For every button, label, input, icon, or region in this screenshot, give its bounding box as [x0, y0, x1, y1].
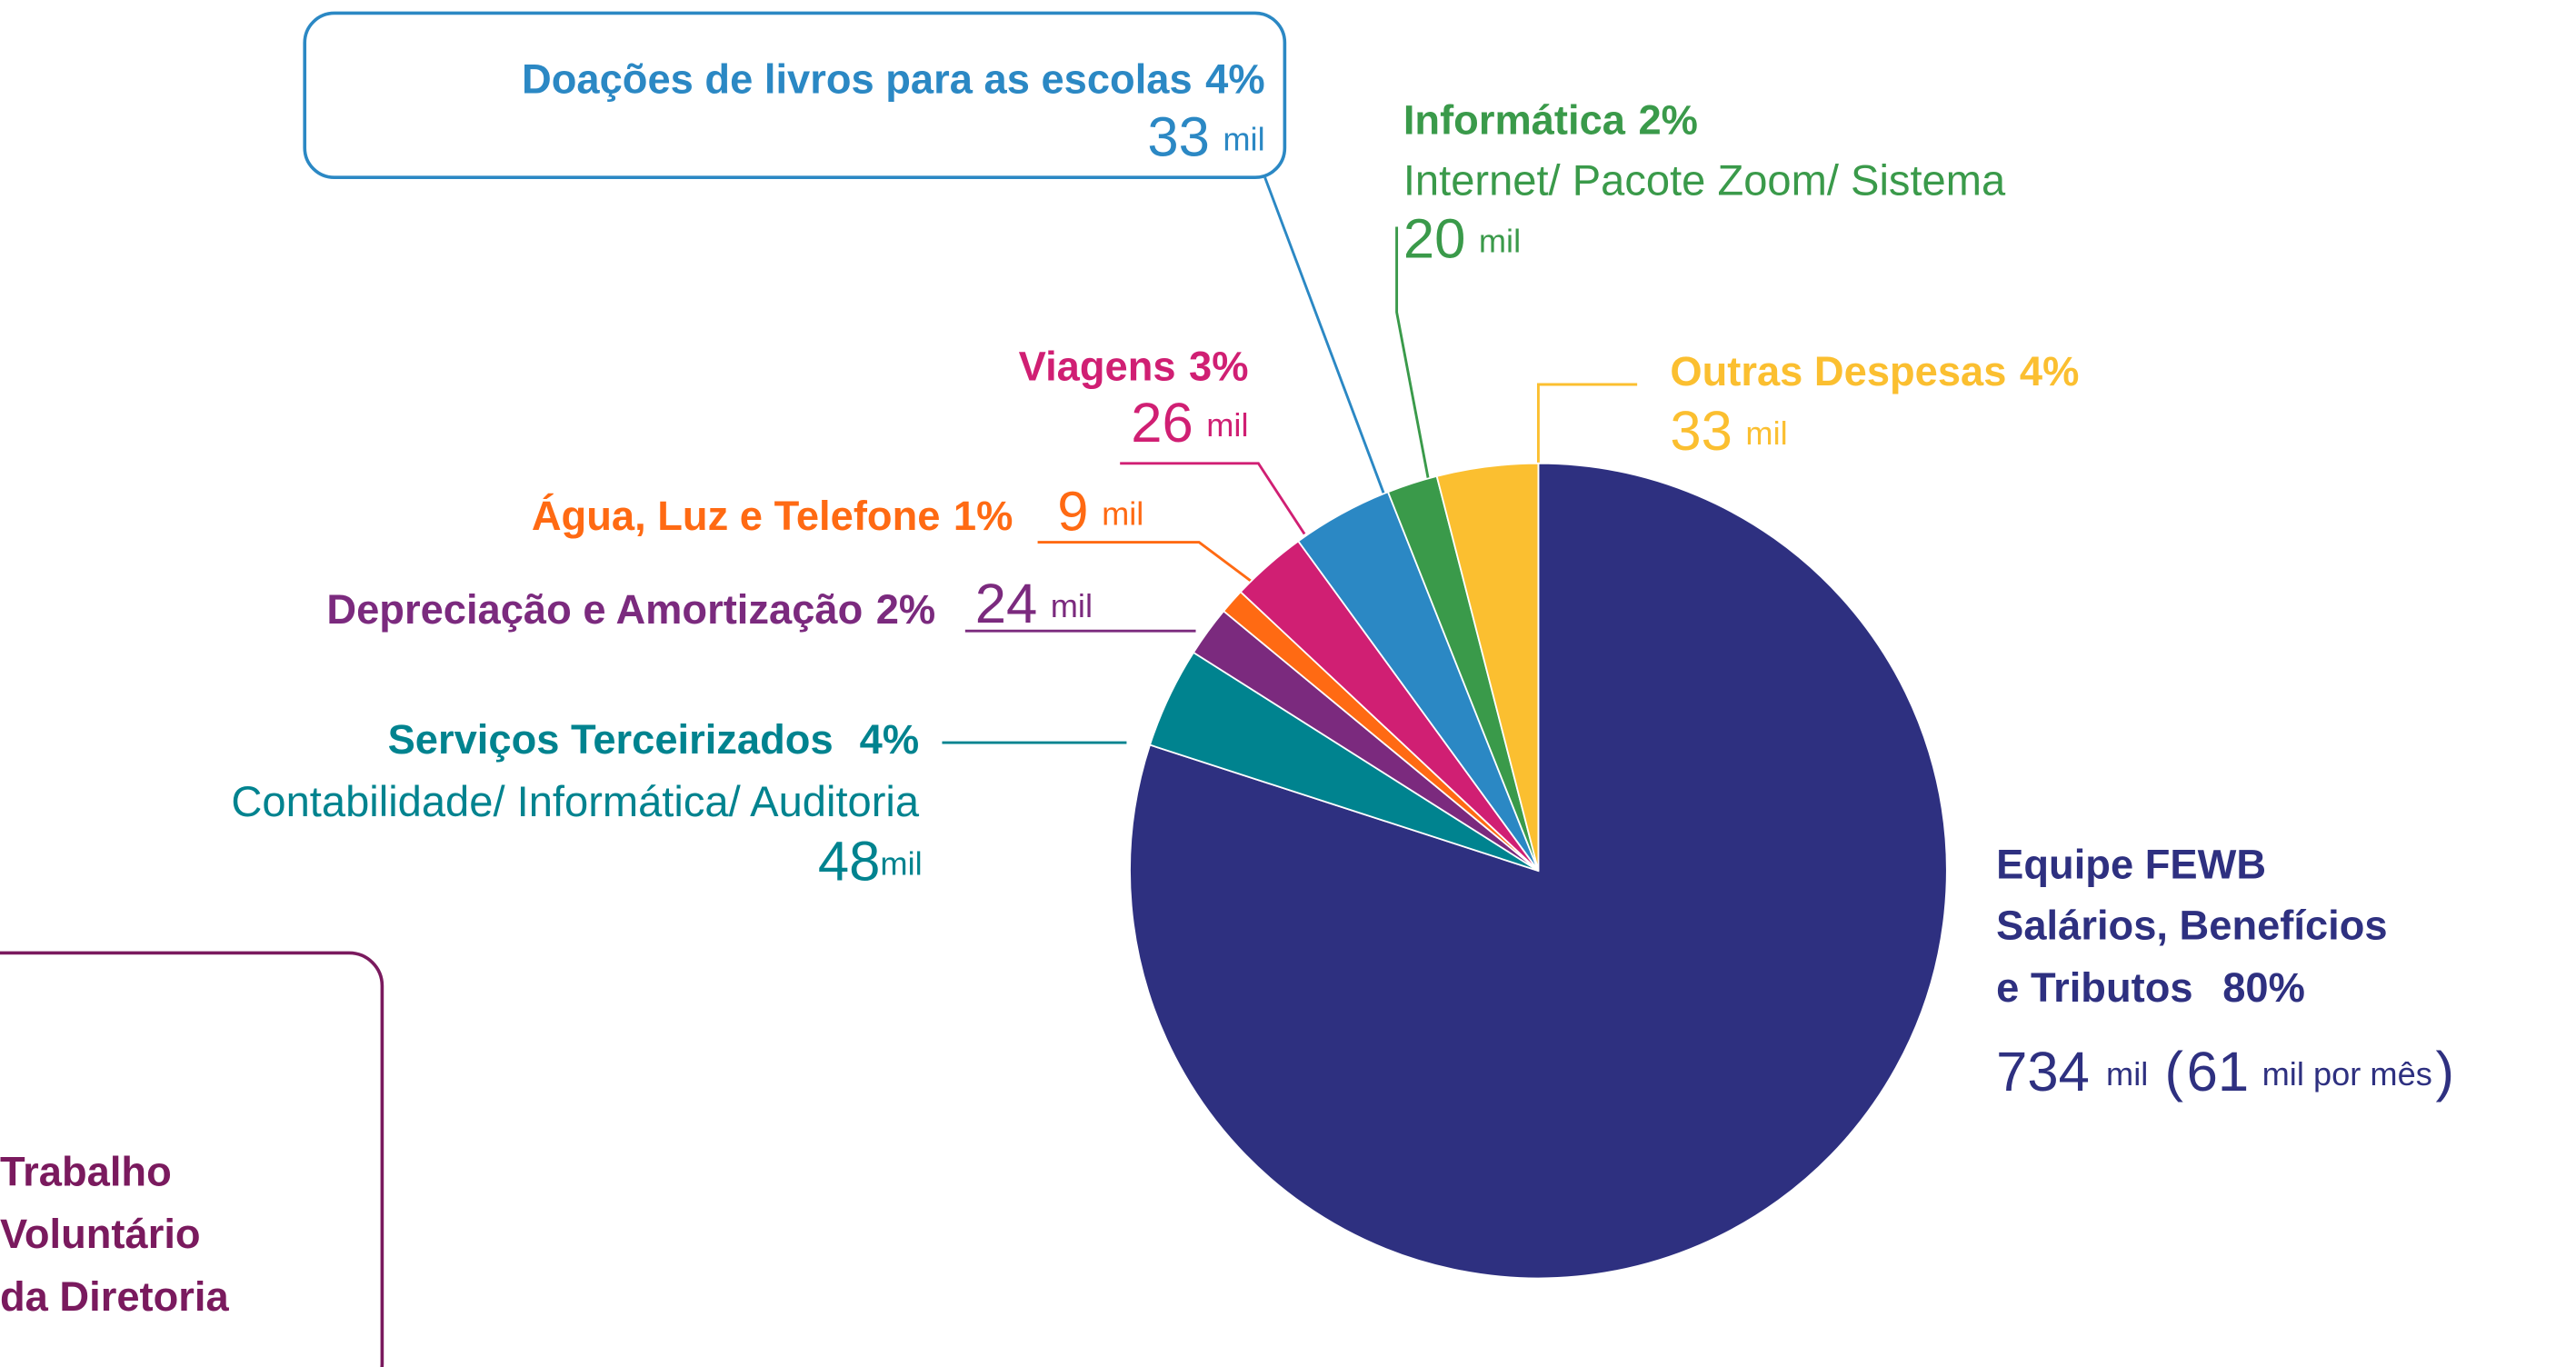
note-text: da Diretoria: [0, 1273, 230, 1320]
unit: mil: [1479, 222, 1521, 259]
label-line: Voluntário: [0, 1211, 201, 1257]
slice-name: Serviços Terceirizados: [388, 716, 834, 763]
percent-label: 2%: [1638, 97, 1697, 144]
leader-line: [1536, 383, 1638, 464]
percent-label: 2%: [876, 586, 935, 633]
slice-name: Viagens: [1019, 344, 1176, 390]
label-line: 20 mil: [1403, 208, 1521, 271]
amount: 9: [1057, 481, 1088, 544]
leader-line: [1120, 462, 1306, 535]
leader-line: [1395, 226, 1432, 487]
amount: 26: [1131, 392, 1193, 454]
label-line: 48mil: [818, 831, 923, 893]
leader-lines: [942, 176, 1638, 744]
label-line: Viagens 3%: [1019, 344, 1249, 390]
amount: 48: [818, 831, 881, 893]
label-line: 9 mil: [1057, 481, 1143, 544]
note-text: Trabalho: [0, 1148, 172, 1194]
unit: mil: [1223, 120, 1264, 157]
leader-line: [1263, 176, 1385, 494]
label-line: da Diretoria: [0, 1273, 230, 1320]
amount: 734: [1996, 1041, 2090, 1103]
amount: 33: [1670, 400, 1732, 463]
label-line: Contabilidade/ Informática/ Auditoria: [231, 777, 920, 825]
slice-detail: Salários, Benefícios: [1996, 902, 2387, 948]
label-line: Equipe FEWB: [1996, 841, 2266, 887]
amount: 20: [1403, 208, 1466, 271]
unit: mil: [2106, 1055, 2148, 1093]
label-box: [303, 11, 1287, 180]
label-line: 734 mil (61 mil por mês): [1996, 1041, 2454, 1103]
leader-line: [1037, 541, 1253, 584]
amount: 33: [1147, 106, 1210, 169]
slice-detail: e Tributos: [1996, 964, 2192, 1011]
amount: 61: [2187, 1041, 2250, 1103]
percent-label: 4%: [1205, 55, 1264, 102]
slice-detail: Internet/ Pacote Zoom/ Sistema: [1403, 156, 2006, 205]
unit: mil por mês: [2262, 1055, 2432, 1093]
unit: mil: [1206, 406, 1248, 444]
label-line: Depreciação e Amortização 2%: [326, 586, 935, 633]
pie-slice: [1435, 462, 1540, 872]
label-line: Internet/ Pacote Zoom/ Sistema: [1403, 156, 2006, 205]
label-line: 26 mil: [1131, 392, 1248, 454]
slice-name: Depreciação e Amortização: [326, 586, 863, 633]
note-box: [0, 951, 384, 1367]
unit: mil: [880, 844, 922, 882]
label-line: 33 mil: [1670, 400, 1787, 463]
percent-label: 80%: [2222, 964, 2305, 1011]
percent-label: 4%: [2020, 348, 2079, 394]
slice-name: Doações de livros para as escolas: [522, 55, 1193, 102]
slice-name: Outras Despesas: [1670, 348, 2006, 394]
amount: 24: [975, 573, 1038, 635]
slice-name: Água, Luz e Telefone: [532, 493, 941, 539]
slice-name: Informática: [1403, 97, 1626, 144]
label-line: Trabalho: [0, 1148, 172, 1194]
paren: ): [2435, 1041, 2454, 1103]
unit: mil: [1051, 586, 1093, 624]
label-line: Salários, Benefícios: [1996, 902, 2387, 948]
unit: mil: [1102, 494, 1143, 532]
label-line: 24 mil: [975, 573, 1093, 635]
label-line: Informática 2%: [1403, 97, 1698, 144]
percent-label: 3%: [1189, 344, 1248, 390]
percent-label: 4%: [860, 716, 919, 763]
slice-detail: Contabilidade/ Informática/ Auditoria: [231, 777, 920, 825]
label-line: Outras Despesas 4%: [1670, 348, 2079, 394]
percent-label: 1%: [954, 493, 1013, 539]
label-line: Doações de livros para as escolas 4%: [522, 55, 1265, 102]
label-line: e Tributos 80%: [1996, 964, 2305, 1011]
slice-name: Equipe FEWB: [1996, 841, 2266, 887]
unit: mil: [1745, 414, 1787, 452]
label-line: Serviços Terceirizados 4%: [388, 716, 919, 763]
note-text: Voluntário: [0, 1211, 201, 1257]
label-line: Água, Luz e Telefone 1%: [532, 493, 1013, 539]
paren: (: [2164, 1041, 2183, 1103]
label-line: 33 mil: [1147, 106, 1264, 169]
